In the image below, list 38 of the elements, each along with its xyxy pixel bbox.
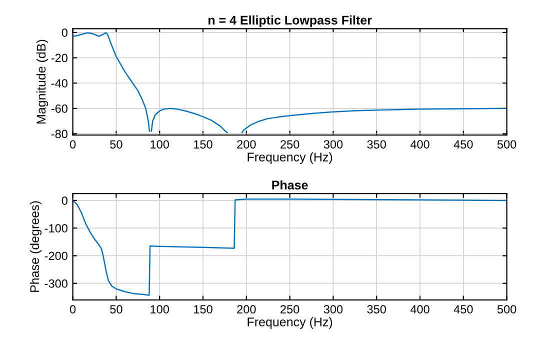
x-tick-label: 400 [410,305,430,314]
x-tick-label: 0 [70,305,76,314]
x-tick-label: 50 [110,305,122,314]
y-tick-label: 0 [62,196,68,205]
y-tick-label: -200 [44,252,68,260]
x-tick-label: 100 [150,140,169,149]
x-axis-title: Frequency (Hz) [248,152,332,164]
line-series [72,198,507,296]
y-tick-label: -60 [51,104,68,113]
x-tick-label: 400 [410,140,430,149]
x-tick-label: 100 [150,305,169,314]
chart-title: Phase [272,180,308,190]
y-tick-label: -40 [51,79,68,88]
x-tick-label: 200 [237,140,256,149]
x-tick-label: 350 [367,140,386,149]
y-tick-label: -20 [51,54,68,62]
x-axis-title: Frequency (Hz) [248,317,332,329]
y-tick-label: -80 [51,130,68,138]
y-tick-label: -300 [44,279,68,288]
x-tick-label: 50 [110,140,122,149]
x-tick-label: 500 [497,140,516,149]
x-tick-label: 200 [237,305,256,314]
x-tick-label: 0 [70,140,76,149]
x-tick-label: 350 [367,305,386,314]
x-tick-label: 250 [280,140,300,149]
x-tick-label: 300 [324,140,343,149]
x-tick-label: 450 [454,140,473,149]
y-tick-label: 0 [62,28,68,37]
x-tick-label: 150 [194,305,212,314]
y-tick-label: -100 [44,224,68,232]
x-tick-label: 150 [194,140,212,149]
chart-title: n = 4 Elliptic Lowpass Filter [208,15,372,28]
x-tick-label: 500 [497,305,516,314]
x-tick-label: 450 [454,305,473,314]
x-tick-label: 300 [324,305,343,314]
y-axis-title: Magnitude (dB) [36,40,48,124]
y-axis-title: Phase (degrees) [30,201,42,292]
x-tick-label: 250 [280,305,300,314]
